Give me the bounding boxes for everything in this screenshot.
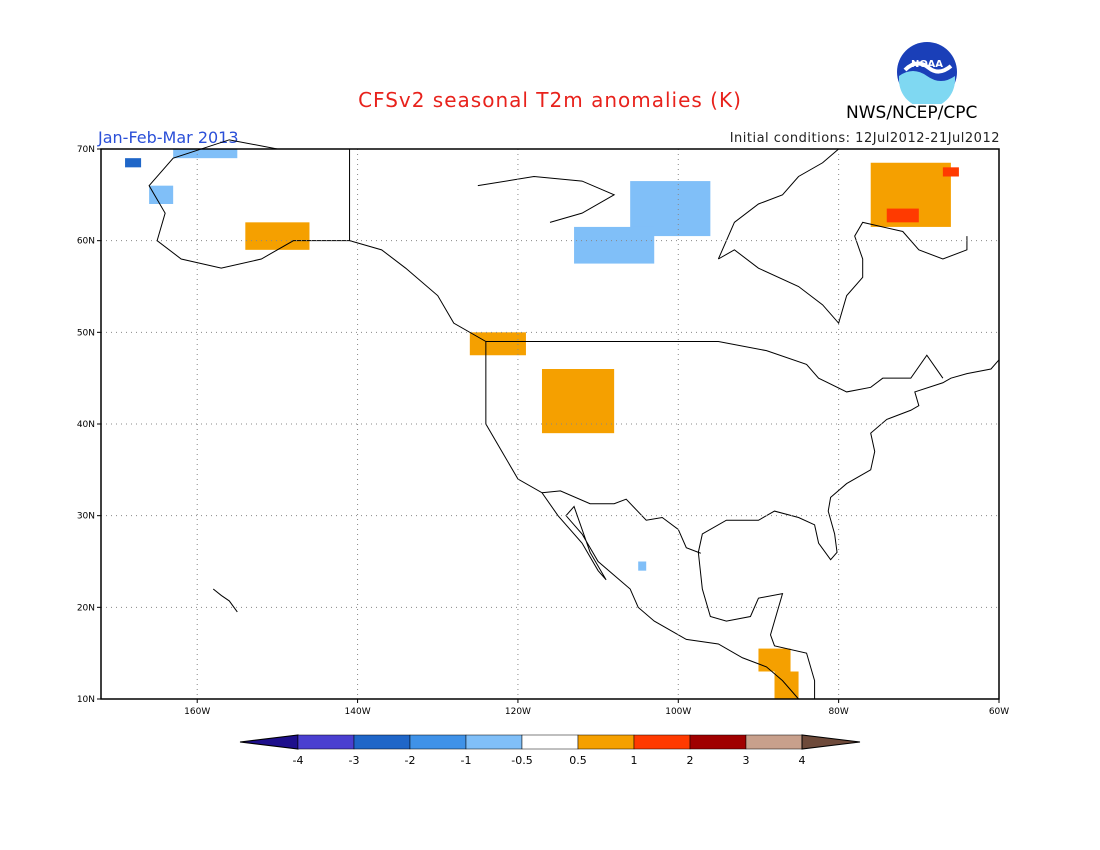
colorbar-label: 1 <box>631 754 638 767</box>
lat-tick-label: 20N <box>77 603 95 613</box>
colorbar-label: -2 <box>405 754 416 767</box>
anomaly-region-1 <box>574 226 655 264</box>
forecast-period: Jan-Feb-Mar 2013 <box>98 128 239 147</box>
lon-tick-label: 80W <box>828 707 848 717</box>
lat-tick-label: 10N <box>77 695 95 705</box>
lon-tick-label: 140W <box>345 707 371 717</box>
colorbar-swatch-9 <box>745 734 803 750</box>
anomaly-region-11 <box>942 167 959 177</box>
lat-tick-label: 50N <box>77 328 95 338</box>
coastline-segment-1 <box>148 139 350 269</box>
coastline-segment-4 <box>717 148 839 260</box>
anomaly-region-3 <box>149 185 174 204</box>
anomaly-region-4 <box>125 158 142 168</box>
colorbar-label: 3 <box>743 754 750 767</box>
anomaly-region-0 <box>630 181 711 237</box>
anomaly-region-12 <box>758 648 791 672</box>
initial-conditions: Initial conditions: 12Jul2012-21Jul2012 <box>729 131 1000 146</box>
anomaly-region-7 <box>469 332 526 356</box>
anomaly-region-5 <box>638 561 647 571</box>
colorbar-label: -0.5 <box>511 754 532 767</box>
colorbar-right-arrow <box>801 734 861 750</box>
colorbar-label: -3 <box>349 754 360 767</box>
coastline-segment-2 <box>697 359 1000 699</box>
coastlines <box>148 139 1000 700</box>
lat-tick-label: 60N <box>77 237 95 247</box>
colorbar-label: -1 <box>461 754 472 767</box>
lat-tick-label: 40N <box>77 420 95 430</box>
noaa-logo: NOAA <box>897 42 957 104</box>
lon-tick-label: 60W <box>989 707 1009 717</box>
coastline-segment-0 <box>349 149 799 700</box>
colorbar: -4 -3 -2 -1 -0.5 0.5 1 2 3 4 <box>239 734 861 767</box>
logo-text: NOAA <box>911 59 943 70</box>
colorbar-swatch-7 <box>633 734 691 750</box>
lat-tick-label: 70N <box>77 145 95 155</box>
colorbar-label: 4 <box>799 754 806 767</box>
coastline-segment-5 <box>485 341 944 393</box>
colorbar-swatch-6 <box>577 734 635 750</box>
anomaly-region-10 <box>886 208 919 223</box>
anomaly-region-8 <box>541 369 615 434</box>
coastline-segment-3 <box>718 221 968 325</box>
lat-tick-label: 30N <box>77 512 95 522</box>
coastline-segment-8 <box>212 588 238 613</box>
coastline-segment-6 <box>541 490 701 554</box>
chart-title: CFSv2 seasonal T2m anomalies (K) <box>358 88 742 112</box>
coastline-segment-7 <box>477 175 616 223</box>
axis-ticks: 160W 140W 120W 100W 80W 60W 10N 20N 30N 40N 50N 60N… <box>77 145 1009 717</box>
colorbar-swatch-1 <box>297 734 355 750</box>
lon-tick-label: 160W <box>184 707 210 717</box>
anomaly-region-2 <box>173 149 238 159</box>
anomaly-regions <box>125 149 959 699</box>
colorbar-swatch-5 <box>521 734 579 750</box>
colorbar-label: -4 <box>293 754 304 767</box>
colorbar-label: 0.5 <box>569 754 587 767</box>
agency-label: NWS/NCEP/CPC <box>846 103 978 123</box>
colorbar-label: 2 <box>687 754 694 767</box>
colorbar-swatch-3 <box>409 734 467 750</box>
colorbar-swatch-2 <box>353 734 411 750</box>
lon-tick-label: 100W <box>665 707 691 717</box>
lon-tick-label: 120W <box>505 707 531 717</box>
colorbar-swatch-4 <box>465 734 523 750</box>
anomaly-region-6 <box>245 222 310 250</box>
colorbar-swatch-8 <box>689 734 747 750</box>
colorbar-left-arrow <box>239 734 299 750</box>
